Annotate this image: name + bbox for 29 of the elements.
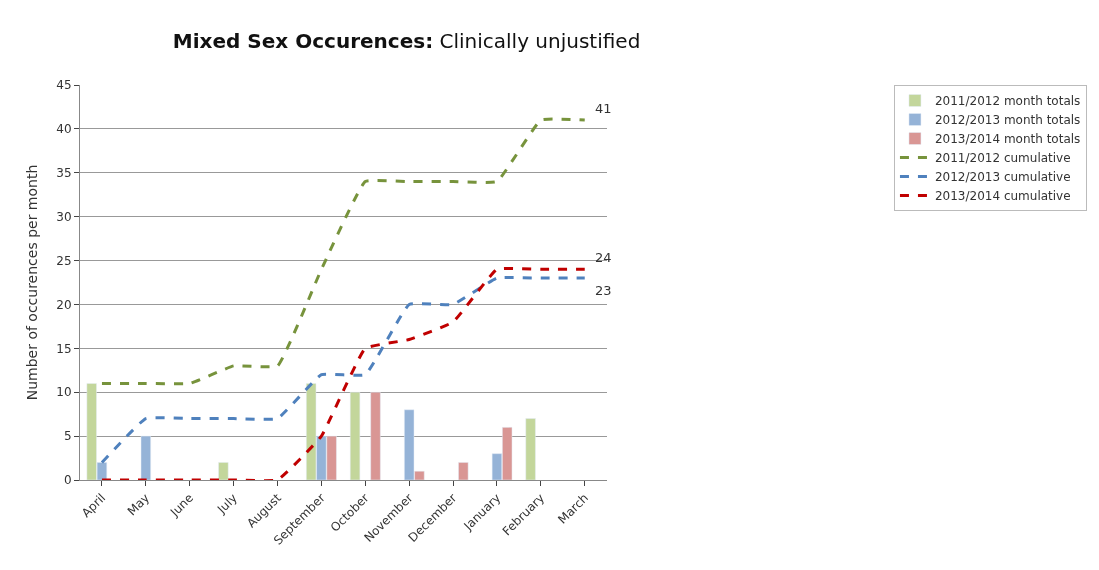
bar: [349, 391, 361, 480]
bar: [458, 462, 469, 480]
y-tick-label: 0: [63, 473, 72, 488]
y-tick-label: 45: [56, 78, 72, 93]
y-tick-label: 20: [56, 297, 72, 312]
legend-label: 2012/2013 cumulative: [934, 170, 1071, 185]
y-tick-label: 30: [56, 209, 72, 224]
y-tick-label: 10: [56, 385, 72, 400]
bar: [525, 418, 536, 480]
line-series: [100, 117, 587, 386]
legend-label: 2012/2013 month totals: [934, 113, 1081, 128]
legend-label: 2013/2014 cumulative: [934, 189, 1071, 204]
y-tick-label: 35: [56, 165, 72, 180]
legend-label: 2011/2012 cumulative: [934, 151, 1071, 166]
chart-subtitle: Clinically unjustified: [439, 29, 641, 54]
annotation: 24: [595, 250, 612, 265]
y-axis-title: Number of occurences per month: [23, 164, 40, 401]
legend-label: 2011/2012 month totals: [934, 94, 1081, 109]
chart-title: Mixed Sex Occurences:: [172, 29, 434, 54]
y-tick-label: 25: [56, 253, 72, 268]
annotation: 41: [595, 101, 612, 116]
y-tick-label: 40: [56, 122, 72, 137]
bar: [218, 462, 229, 480]
legend-label: 2013/2014 month totals: [934, 132, 1081, 147]
y-tick-label: 15: [56, 341, 72, 356]
y-tick-label: 5: [63, 429, 72, 444]
annotation: 23: [595, 283, 612, 298]
bar: [140, 435, 151, 480]
bar: [370, 391, 381, 480]
